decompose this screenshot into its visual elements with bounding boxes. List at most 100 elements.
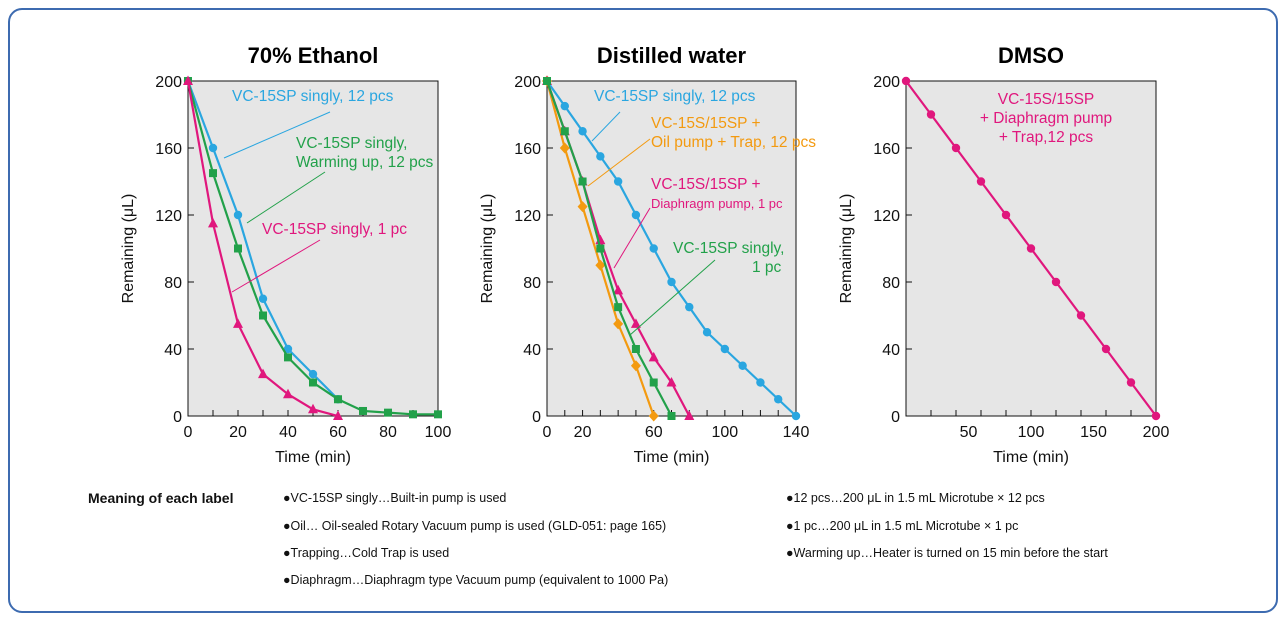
legend-item: ●1 pc…200 μL in 1.5 mL Microtube × 1 pc	[786, 519, 1019, 533]
y-tick-label: 0	[532, 409, 541, 426]
y-tick-label: 160	[873, 141, 900, 158]
data-point	[648, 351, 659, 362]
x-tick-label: 140	[783, 424, 810, 441]
y-tick-label: 120	[155, 208, 182, 225]
legend-item: ●12 pcs…200 μL in 1.5 mL Microtube × 12 …	[786, 491, 1045, 505]
data-point	[667, 412, 676, 420]
data-point	[409, 410, 417, 419]
data-point	[756, 378, 765, 387]
x-tick-label: 100	[1018, 424, 1045, 441]
data-point	[684, 410, 695, 420]
data-point	[183, 75, 193, 85]
y-tick-label: 0	[891, 409, 900, 426]
data-point	[1151, 411, 1161, 421]
series-annotation: VC-15S/15SP +	[651, 176, 761, 193]
annotation-leader	[591, 111, 621, 142]
series-annotation: VC-15SP singly, 1 pc	[262, 221, 407, 238]
data-point	[595, 259, 606, 271]
legend-item: ●Oil… Oil-sealed Rotary Vacuum pump is u…	[283, 519, 667, 533]
data-point	[774, 395, 783, 404]
series-annotation: VC-15SP singly, 12 pcs	[232, 88, 394, 105]
data-point	[284, 353, 292, 362]
data-point	[209, 169, 217, 178]
y-tick-label: 40	[882, 342, 900, 359]
data-point	[208, 217, 218, 228]
data-point	[649, 244, 658, 253]
legend-item: ●Diaphragm…Diaphragm type Vacuum pump (e…	[283, 573, 669, 587]
series-blue	[542, 76, 801, 421]
y-tick-label: 200	[514, 74, 541, 91]
chart-title: DMSO	[998, 43, 1064, 68]
data-point	[283, 344, 293, 354]
data-point	[309, 378, 317, 387]
series-annotation: VC-15SP singly, 12 pcs	[594, 88, 756, 105]
data-point	[791, 411, 801, 421]
series-annotation: 1 pc	[752, 259, 782, 276]
data-point	[258, 368, 268, 379]
data-point	[1076, 311, 1086, 320]
data-point	[631, 210, 641, 220]
data-point	[631, 345, 640, 353]
y-tick-label: 120	[514, 208, 541, 225]
legend-title: Meaning of each label	[88, 490, 234, 506]
series-orange	[542, 75, 659, 422]
chart-title: Distilled water	[597, 43, 747, 68]
series-annotation: VC-15SP singly,	[673, 240, 784, 257]
y-tick-label: 40	[523, 342, 541, 359]
data-point	[649, 378, 658, 387]
data-point	[578, 177, 587, 186]
data-point	[577, 201, 588, 213]
data-point	[233, 210, 243, 220]
data-point	[613, 318, 624, 330]
data-point	[648, 410, 659, 422]
annotation-leader	[613, 207, 651, 269]
data-point	[384, 408, 392, 417]
series-magenta	[183, 75, 343, 420]
legend-item: ●Trapping…Cold Trap is used	[283, 546, 450, 560]
data-point	[613, 284, 624, 295]
legend-item: ●Warming up…Heater is turned on 15 min b…	[786, 546, 1108, 560]
chart-2: Distilled water 0 40 80 120 160 200 0 20 60 100 140…	[479, 43, 816, 466]
data-point	[1001, 210, 1011, 220]
data-point	[613, 177, 623, 186]
data-point	[666, 377, 677, 387]
legend-item: ●VC-15SP singly…Built-in pump is used	[283, 491, 507, 505]
data-point	[334, 395, 342, 404]
data-point	[434, 410, 442, 419]
data-point	[1101, 344, 1111, 354]
series-annotation: VC-15SP singly,	[296, 135, 407, 152]
data-point	[630, 360, 641, 372]
annotation-leader	[223, 111, 331, 159]
y-tick-label: 160	[514, 141, 541, 158]
series-annotation: + Diaphragm pump	[980, 110, 1112, 127]
annotation-leader	[231, 239, 321, 293]
y-tick-label: 120	[873, 208, 900, 225]
x-tick-label: 100	[425, 424, 452, 441]
data-point	[702, 328, 712, 337]
data-point	[976, 177, 986, 186]
x-axis-label: Time (min)	[634, 449, 710, 466]
chart-3: DMSO 0 40 80 120 160 200 50 100 150 200 Time (min) R…	[838, 43, 1169, 466]
data-point	[543, 77, 551, 85]
chart-1: 70% Ethanol 0 40 80 120 160 200 0 20 40 60 80 100 Tim…	[120, 43, 451, 466]
data-point	[614, 303, 623, 312]
x-tick-label: 200	[1143, 424, 1170, 441]
x-tick-label: 0	[543, 424, 552, 441]
annotation-leader	[246, 171, 326, 224]
y-axis-label: Remaining (μL)	[838, 194, 855, 304]
x-tick-label: 40	[279, 424, 297, 441]
data-point	[630, 318, 641, 328]
data-point	[359, 406, 367, 415]
x-tick-label: 20	[229, 424, 247, 441]
x-tick-label: 60	[329, 424, 347, 441]
data-point	[308, 369, 318, 379]
data-point	[1126, 378, 1136, 387]
y-tick-label: 80	[882, 275, 900, 292]
data-point	[333, 410, 343, 420]
data-point	[234, 244, 242, 253]
x-tick-label: 100	[712, 424, 739, 441]
y-tick-label: 200	[155, 74, 182, 91]
data-point	[560, 127, 569, 136]
x-tick-label: 60	[645, 424, 663, 441]
